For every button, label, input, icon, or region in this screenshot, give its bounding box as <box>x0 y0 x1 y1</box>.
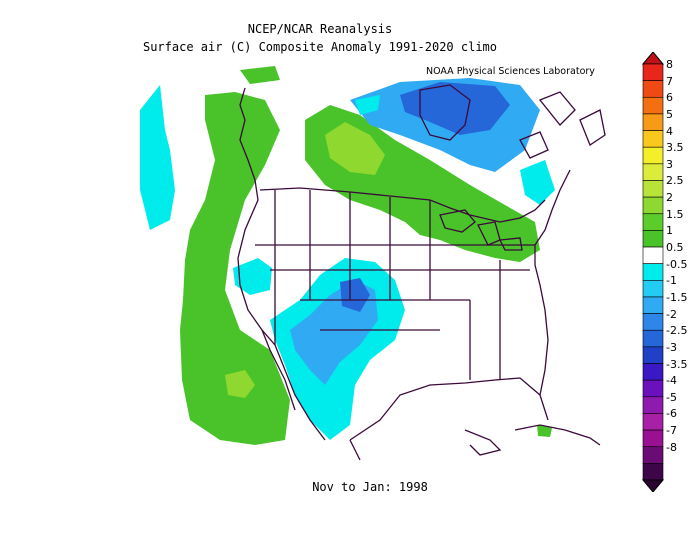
colorbar-tick-label: 2 <box>666 191 673 205</box>
colorbar-segment <box>642 96 664 115</box>
colorbar-segment <box>642 263 664 281</box>
colorbar-tick-label: -0.5 <box>666 257 688 271</box>
colorbar-tick-label: 7 <box>666 74 673 88</box>
colorbar-segment <box>642 296 664 314</box>
colorbar <box>641 52 665 492</box>
colorbar-tick-label: -1.5 <box>666 290 688 304</box>
colorbar-segment <box>642 196 664 215</box>
colorbar-tick-label: 0.5 <box>666 241 684 255</box>
colorbar-labels: 8 7 6 5 4 3.5 3 2.5 2 1.5 1 0.5 -0.5 -1 -1.5 -2 -2.5 -3 -3… <box>666 0 700 542</box>
colorbar-segment <box>642 246 664 264</box>
anomaly-patch-cyan-basin <box>233 258 272 295</box>
anomaly-patch-cyan-labrador <box>520 160 555 205</box>
us-canada-border <box>259 187 546 223</box>
anomaly-patch-blue-hudson <box>400 82 510 135</box>
colorbar-segment <box>642 230 664 248</box>
anomaly-patch-cyan-nw <box>140 85 175 230</box>
anomaly-patch-green-west <box>180 92 290 445</box>
colorbar-segment <box>642 396 664 414</box>
anomaly-patch-darkblue-colorado <box>340 278 370 312</box>
state-lines <box>255 190 535 380</box>
period-label: Nov to Jan: 1998 <box>312 480 428 494</box>
colorbar-tick-label: 3 <box>666 157 673 171</box>
colorbar-segment <box>642 346 664 364</box>
east-coast <box>534 169 571 396</box>
colorbar-tick-label: -1 <box>666 274 677 288</box>
colorbar-tick-label: -5 <box>666 390 677 404</box>
colorbar-segment <box>642 180 664 198</box>
colorbar-tick-label: 1 <box>666 224 673 238</box>
credit-label: NOAA Physical Sciences Laboratory <box>426 66 595 77</box>
gulf-coast <box>349 377 549 441</box>
colorbar-tick-label: -3 <box>666 340 677 354</box>
arctic-islands <box>519 91 606 159</box>
colorbar-tick-label: -3.5 <box>666 357 688 371</box>
anomaly-patch-cyan-edge <box>355 95 380 115</box>
colorbar-tick-label: 1.5 <box>666 207 684 221</box>
anomaly-shading <box>140 66 555 445</box>
colorbar-segment <box>642 329 664 348</box>
colorbar-tick-label: -8 <box>666 440 677 454</box>
colorbar-tick-label: -7 <box>666 424 677 438</box>
west-coast <box>237 87 326 441</box>
colorbar-segment <box>642 80 664 98</box>
colorbar-segment <box>642 313 664 331</box>
colorbar-tick-label: 6 <box>666 91 673 105</box>
colorbar-top-arrow <box>641 52 665 65</box>
colorbar-segment <box>642 379 664 398</box>
mexico-coast <box>349 429 502 461</box>
colorbar-segment <box>642 163 664 181</box>
colorbar-segment <box>642 63 664 81</box>
colorbar-segment <box>642 413 664 431</box>
colorbar-segment <box>642 429 664 448</box>
colorbar-tick-label: 5 <box>666 107 673 121</box>
colorbar-bottom-arrow <box>641 479 665 492</box>
coastlines-and-borders <box>237 84 606 461</box>
colorbar-segment <box>642 446 664 464</box>
map-subtitle: Surface air (C) Composite Anomaly 1991-2… <box>142 40 497 54</box>
colorbar-segment <box>642 363 664 381</box>
colorbar-tick-label: 2.5 <box>666 174 684 188</box>
colorbar-segment <box>642 146 664 165</box>
colorbar-tick-label: 8 <box>666 58 673 71</box>
hudson-bay <box>419 84 471 141</box>
colorbar-segment <box>642 280 664 298</box>
anomaly-patch-green-alaska-edge <box>240 66 280 84</box>
colorbar-tick-label: -2.5 <box>666 324 688 338</box>
colorbar-tick-label: 3.5 <box>666 141 684 155</box>
colorbar-segment <box>642 113 664 131</box>
great-lakes <box>439 209 523 251</box>
baja-coast <box>261 329 296 411</box>
colorbar-tick-label: -6 <box>666 407 677 421</box>
cuba <box>514 424 601 446</box>
colorbar-segment <box>642 130 664 148</box>
anomaly-patch-lightgreen-baja <box>225 370 255 398</box>
colorbar-tick-label: 4 <box>666 124 673 138</box>
colorbar-tick-label: -4 <box>666 374 677 388</box>
anomaly-patch-lightgreen-canada <box>325 122 385 175</box>
colorbar-tick-label: -2 <box>666 307 677 321</box>
colorbar-segment <box>642 213 664 231</box>
anomaly-map <box>140 66 606 461</box>
colorbar-segment <box>642 463 664 481</box>
anomaly-patch-green-cuba <box>537 425 552 437</box>
map-title: NCEP/NCAR Reanalysis <box>247 22 393 36</box>
